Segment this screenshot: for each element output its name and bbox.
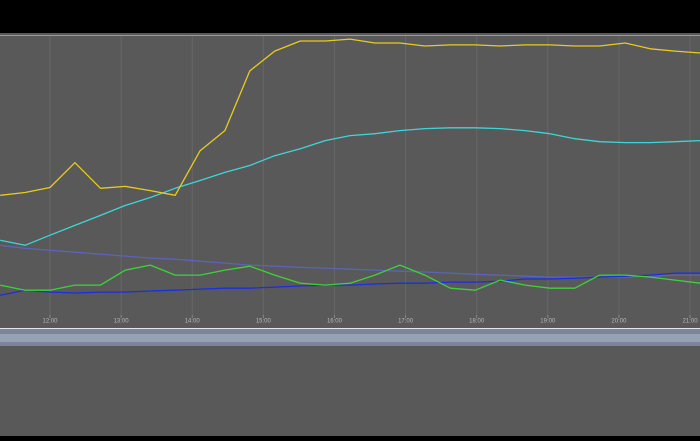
x-tick-label: 13:00 — [114, 319, 130, 325]
x-tick-label: 18:00 — [469, 319, 485, 325]
x-tick-label: 14:00 — [185, 319, 201, 325]
series-line — [0, 244, 700, 278]
x-tick-label: 20:00 — [611, 319, 627, 325]
x-tick-label: 15:00 — [256, 319, 272, 325]
series-line — [0, 38, 700, 196]
x-tick-label: 16:00 — [327, 319, 343, 325]
panel — [0, 33, 700, 436]
x-tick-label: 19:00 — [540, 319, 556, 325]
series-line — [0, 264, 700, 291]
series-line — [0, 127, 700, 246]
navigator-series — [0, 334, 700, 342]
x-tick-label: 21:00 — [683, 319, 699, 325]
series-line — [0, 272, 700, 296]
x-tick-label: 17:00 — [398, 319, 414, 325]
x-tick-label: 12:00 — [42, 319, 58, 325]
